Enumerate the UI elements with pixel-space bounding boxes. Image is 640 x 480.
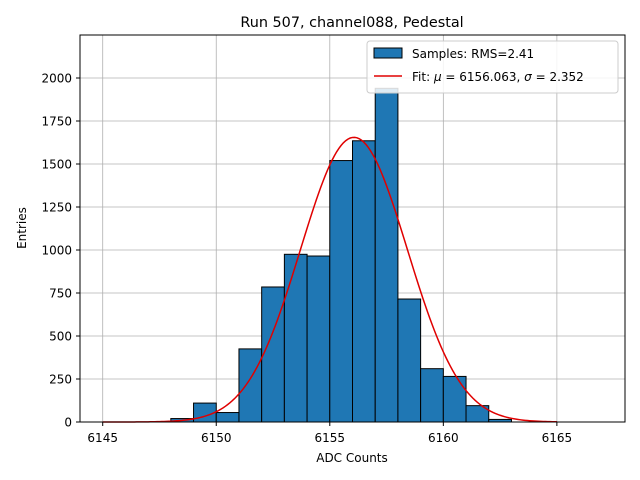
y-tick-label: 250 — [49, 373, 72, 387]
histogram-bar — [283, 253, 308, 423]
legend-box — [366, 40, 619, 94]
y-axis-ticks: 0 250 500 750 1000 1250 1500 1750 2000 — [41, 72, 80, 430]
legend-fit-prefix: Fit: — [412, 70, 434, 84]
legend-fit-label: Fit: μ = 6156.063, σ = 2.352 — [412, 70, 584, 84]
y-tick-label: 2000 — [41, 72, 72, 86]
fit-curve — [102, 136, 557, 423]
x-tick-label: 6155 — [315, 431, 346, 445]
x-tick-label: 6145 — [87, 431, 118, 445]
legend: Samples: RMS=2.41 Fit: μ = 6156.063, σ =… — [366, 40, 619, 94]
legend-fit-sigma-value: = 2.352 — [532, 70, 584, 84]
histogram-bar — [306, 255, 331, 423]
y-tick-label: 1750 — [41, 115, 72, 129]
histogram-bar — [352, 140, 376, 423]
x-axis-label: ADC Counts — [316, 451, 388, 465]
legend-fit-mu-value: = 6156.063, — [442, 70, 525, 84]
histogram-bar — [238, 348, 263, 423]
y-tick-label: 1000 — [41, 244, 72, 258]
x-axis-ticks: 6145 6150 6155 6160 6165 — [87, 422, 572, 445]
histogram-bars — [170, 87, 512, 423]
y-tick-label: 0 — [64, 416, 72, 430]
histogram-bar — [420, 368, 444, 423]
legend-fit-sigma-symbol: σ — [524, 70, 532, 84]
x-tick-label: 6165 — [542, 431, 573, 445]
histogram-bar — [261, 286, 285, 423]
histogram-bar — [215, 412, 240, 423]
histogram-bar — [397, 298, 422, 423]
legend-histogram-label: Samples: RMS=2.41 — [412, 47, 534, 61]
y-tick-label: 500 — [49, 330, 72, 344]
y-tick-label: 750 — [49, 287, 72, 301]
x-tick-label: 6150 — [201, 431, 232, 445]
histogram-bar — [442, 375, 467, 423]
histogram-bar — [374, 87, 399, 423]
chart-title: Run 507, channel088, Pedestal — [240, 15, 463, 31]
legend-fit-mu-symbol: μ — [433, 70, 442, 84]
x-tick-label: 6160 — [428, 431, 459, 445]
y-tick-label: 1500 — [41, 158, 72, 172]
plot-frame — [79, 34, 626, 423]
legend-histogram-swatch — [373, 47, 403, 59]
y-axis-label: Entries — [15, 207, 29, 249]
y-tick-label: 1250 — [41, 201, 72, 215]
histogram-bar — [329, 160, 353, 423]
